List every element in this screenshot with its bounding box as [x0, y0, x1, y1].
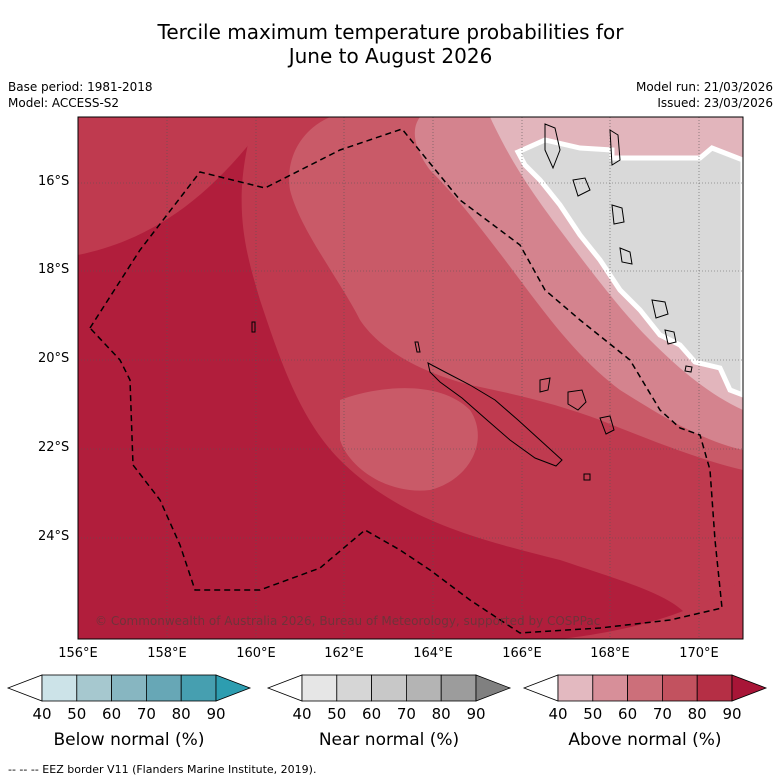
small-island-coast	[251, 321, 591, 481]
longitude-label: 164°E	[413, 646, 453, 661]
colorbar-title: Below normal (%)	[53, 730, 205, 750]
colorbar-tick: 50	[67, 705, 87, 723]
colorbar-tick: 60	[362, 705, 382, 723]
colorbar-tick: 70	[136, 705, 156, 723]
colorbar-segment	[41, 674, 78, 702]
coastlines	[251, 123, 693, 481]
colorbar-tick: 40	[32, 705, 52, 723]
above-70-band-south	[340, 388, 478, 491]
colorbar-tick: 80	[687, 705, 707, 723]
copyright-notice: © Commonwealth of Australia 2026, Bureau…	[95, 614, 601, 628]
longitude-label: 168°E	[590, 646, 630, 661]
above-80-band	[78, 117, 270, 255]
colorbar-tick: 70	[652, 705, 672, 723]
colorbar-tick: 40	[548, 705, 568, 723]
colorbar-segment	[440, 674, 477, 702]
colorbar-low-arrow	[266, 674, 303, 702]
colorbar-tick: 70	[396, 705, 416, 723]
latitude-label: 22°S	[38, 440, 70, 455]
latitude-label: 20°S	[38, 351, 70, 366]
new-caledonia-coast	[427, 362, 563, 467]
latitude-label: 24°S	[38, 529, 70, 544]
vanuatu-coast	[544, 123, 693, 373]
issued-date: Issued: 23/03/2026	[657, 96, 773, 110]
colorbar-tick: 90	[722, 705, 742, 723]
colorbar-segment	[371, 674, 407, 702]
colorbar-low-arrow	[6, 674, 43, 702]
colorbars	[6, 674, 768, 702]
colorbar-segment	[180, 674, 217, 702]
colorbar-tick: 80	[171, 705, 191, 723]
colorbar-segment	[557, 674, 594, 702]
colorbar-title: Above normal (%)	[568, 730, 722, 750]
colorbar-segment	[145, 674, 182, 702]
title-line-2: June to August 2026	[288, 44, 493, 68]
colorbar-segment	[336, 674, 372, 702]
above-80-band-southeast	[560, 580, 743, 639]
longitude-label: 170°E	[679, 646, 719, 661]
map-frame	[77, 116, 744, 640]
near-normal-region	[514, 137, 743, 398]
colorbar-tick: 60	[102, 705, 122, 723]
colorbar-tick: 50	[583, 705, 603, 723]
longitude-label: 162°E	[324, 646, 364, 661]
colorbar-segment	[627, 674, 663, 702]
model-name: Model: ACCESS-S2	[8, 96, 120, 110]
colorbar-high-arrow	[731, 674, 768, 702]
graticule	[78, 117, 743, 639]
longitude-label: 156°E	[58, 646, 98, 661]
colorbar-segment	[111, 674, 147, 702]
colorbar-high-arrow	[215, 674, 252, 702]
probability-field	[78, 117, 743, 639]
colorbar-segment	[696, 674, 733, 702]
base-period: Base period: 1981-2018	[8, 80, 153, 94]
colorbar-segment	[662, 674, 698, 702]
colorbar-segment	[301, 674, 338, 702]
title-line-1: Tercile maximum temperature probabilitie…	[157, 20, 624, 44]
longitude-label: 158°E	[147, 646, 187, 661]
colorbar-tick: 60	[618, 705, 638, 723]
colorbar-tick: 50	[327, 705, 347, 723]
colorbar-high-arrow	[475, 674, 512, 702]
longitude-label: 160°E	[236, 646, 276, 661]
colorbar-tick: 80	[431, 705, 451, 723]
loyalty-islands-coast	[539, 377, 615, 435]
colorbar-segment	[405, 674, 442, 702]
colorbar-tick: 90	[206, 705, 226, 723]
colorbar-segment	[76, 674, 113, 702]
colorbar-tick: 40	[292, 705, 312, 723]
model-run: Model run: 21/03/2026	[635, 80, 773, 94]
colorbar-low-arrow	[522, 674, 559, 702]
colorbar-tick: 90	[466, 705, 486, 723]
footnote: -- -- -- EEZ border V11 (Flanders Marine…	[8, 763, 317, 776]
colorbar-title: Near normal (%)	[318, 730, 460, 750]
longitude-label: 166°E	[502, 646, 542, 661]
latitude-label: 16°S	[38, 174, 70, 189]
colorbar-segment	[592, 674, 628, 702]
meta-right: Model run: 21/03/2026 Issued: 23/03/2026	[636, 79, 773, 111]
meta-left: Base period: 1981-2018 Model: ACCESS-S2	[8, 79, 153, 111]
map-title: Tercile maximum temperature probabilitie…	[0, 20, 781, 68]
latitude-label: 18°S	[38, 262, 70, 277]
